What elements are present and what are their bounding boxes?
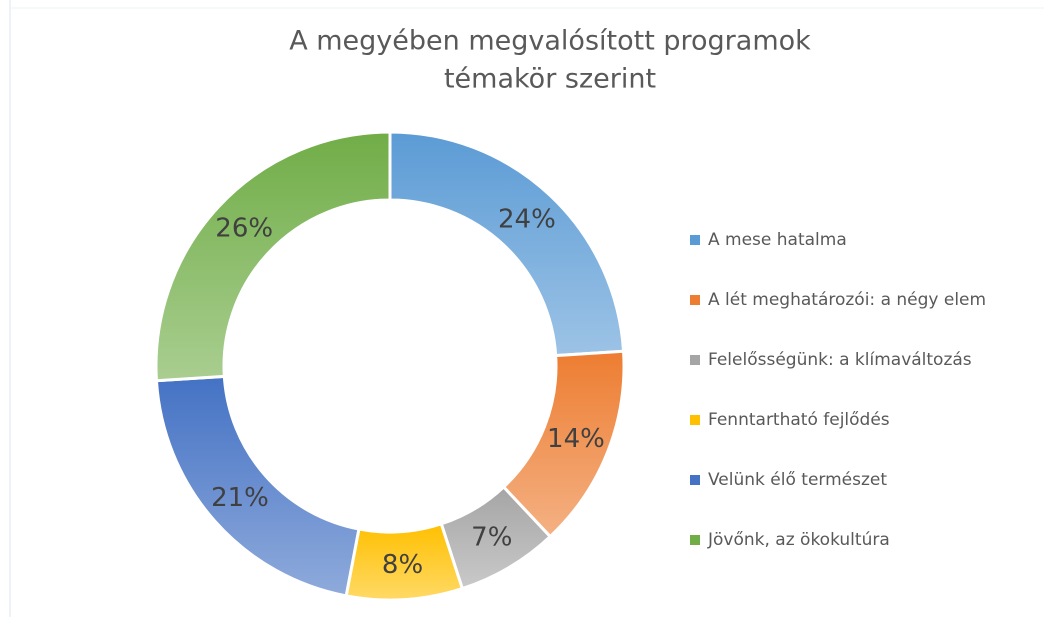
data-label: 8% xyxy=(382,550,423,580)
donut-slice xyxy=(388,130,626,358)
legend-swatch xyxy=(690,535,700,545)
legend-swatch xyxy=(690,415,700,425)
legend-label: Fenntartható fejlődés xyxy=(708,410,890,430)
legend-label: Jövőnk, az ökokultúra xyxy=(707,530,890,550)
legend-swatch xyxy=(690,235,700,245)
data-label: 7% xyxy=(471,523,512,553)
chart-title: A megyében megvalósított programok xyxy=(289,26,811,57)
legend-label: A mese hatalma xyxy=(708,230,847,250)
data-label: 24% xyxy=(498,205,556,235)
legend-swatch xyxy=(690,295,700,305)
data-label: 14% xyxy=(547,424,605,454)
data-label: 26% xyxy=(215,214,273,244)
legend-swatch xyxy=(690,355,700,365)
legend-label: Velünk élő természet xyxy=(708,470,887,490)
legend-swatch xyxy=(690,475,700,485)
data-label: 21% xyxy=(211,483,269,513)
legend-label: Felelősségünk: a klímaváltozás xyxy=(708,350,972,370)
chart-title: témakör szerint xyxy=(444,64,656,95)
legend-label: A lét meghatározói: a négy elem xyxy=(708,290,986,310)
donut-slice xyxy=(154,130,392,383)
